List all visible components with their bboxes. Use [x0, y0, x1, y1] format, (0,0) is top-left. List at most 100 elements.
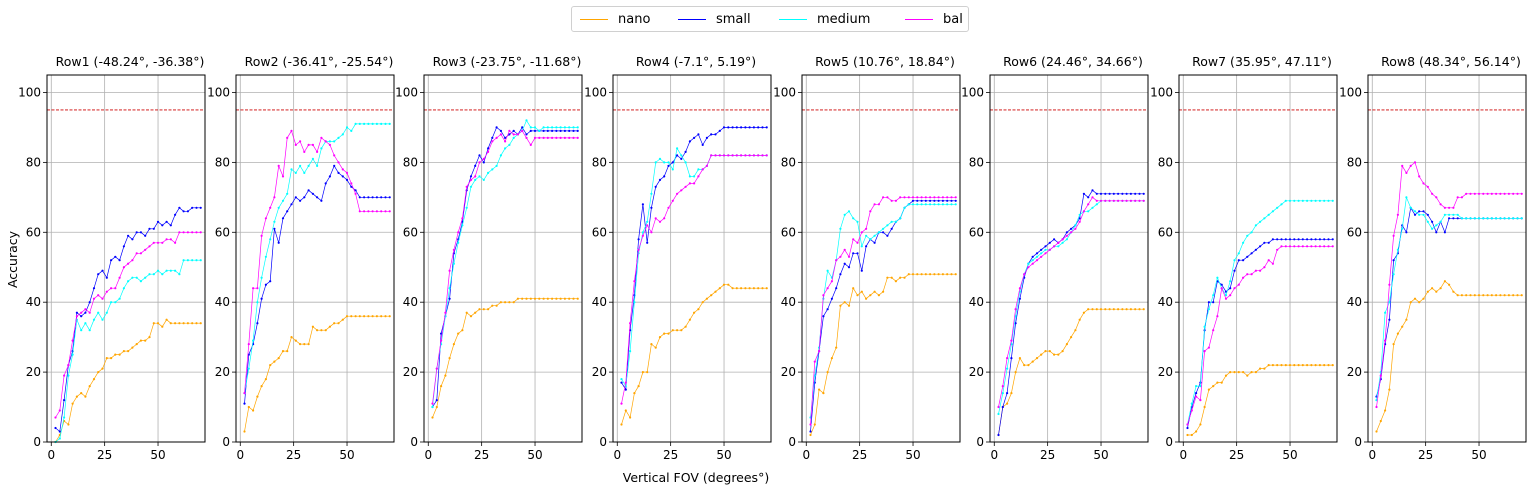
data-point-nano — [1267, 364, 1270, 367]
data-point-nano — [1195, 430, 1198, 433]
data-point-bal — [1087, 203, 1090, 206]
data-point-medium — [97, 311, 100, 314]
data-point-bal — [465, 185, 468, 188]
data-point-bal — [538, 136, 541, 139]
data-point-medium — [294, 171, 297, 174]
legend-label-bal: bal — [943, 11, 963, 27]
data-point-small — [303, 196, 306, 199]
data-point-small — [731, 126, 734, 129]
data-point-medium — [916, 203, 919, 206]
data-point-bal — [457, 231, 460, 234]
data-point-small — [761, 126, 764, 129]
data-point-medium — [281, 199, 285, 202]
data-point-medium — [688, 175, 692, 178]
data-point-medium — [568, 126, 571, 129]
data-point-nano — [1418, 301, 1421, 304]
data-point-nano — [1199, 423, 1202, 426]
legend-swatch-bal — [905, 18, 933, 20]
plot-frame — [801, 74, 961, 443]
data-point-bal — [1220, 287, 1223, 290]
x-tick-label: 0 — [802, 448, 810, 462]
data-point-medium — [367, 122, 370, 125]
data-point-nano — [516, 297, 520, 300]
data-point-small — [886, 234, 889, 237]
data-point-bal — [371, 210, 374, 213]
data-point-small — [358, 196, 361, 199]
data-point-bal — [911, 196, 915, 199]
data-point-nano — [457, 332, 460, 335]
data-point-medium — [1327, 199, 1330, 202]
data-point-medium — [465, 206, 468, 209]
data-point-nano — [813, 423, 816, 426]
data-point-bal — [1271, 262, 1274, 265]
data-point-small — [371, 196, 374, 199]
data-point-bal — [1384, 339, 1387, 342]
data-point-bal — [1233, 287, 1236, 290]
data-point-bal — [67, 364, 70, 367]
data-point-medium — [1224, 294, 1228, 297]
data-point-medium — [491, 168, 494, 171]
data-point-nano — [1413, 297, 1417, 300]
series-line-nano — [55, 319, 201, 443]
data-point-small — [916, 199, 919, 202]
data-point-medium — [886, 224, 889, 227]
data-point-medium — [946, 203, 949, 206]
data-point-medium — [431, 405, 434, 409]
data-point-medium — [1293, 199, 1296, 202]
data-point-medium — [847, 210, 851, 213]
data-point-bal — [525, 136, 528, 139]
y-tick-label: 80 — [781, 155, 796, 169]
data-point-nano — [1469, 294, 1472, 297]
data-point-medium — [144, 276, 147, 279]
data-point-nano — [1224, 374, 1228, 377]
data-point-bal — [633, 280, 636, 283]
data-point-medium — [873, 234, 876, 237]
data-point-bal — [440, 339, 443, 342]
data-point-bal — [512, 133, 515, 136]
data-point-bal — [1465, 192, 1468, 195]
data-point-medium — [1284, 199, 1287, 202]
data-point-bal — [830, 280, 834, 283]
data-point-nano — [495, 304, 498, 307]
data-point-nano — [646, 371, 649, 374]
data-point-medium — [448, 287, 451, 290]
data-point-nano — [1006, 402, 1009, 405]
data-point-medium — [1006, 367, 1009, 370]
data-point-bal — [1267, 259, 1270, 262]
data-point-small — [667, 164, 670, 167]
data-point-medium — [178, 273, 181, 276]
data-point-medium — [899, 217, 902, 220]
data-point-nano — [1138, 308, 1141, 311]
data-point-nano — [1027, 364, 1030, 367]
data-point-bal — [1418, 175, 1421, 178]
y-tick-label: 100 — [584, 85, 607, 99]
data-point-small — [890, 227, 893, 230]
data-point-medium — [658, 157, 662, 160]
data-point-nano — [1095, 308, 1098, 311]
data-point-medium — [1259, 220, 1262, 223]
series-line-bal — [432, 130, 578, 404]
data-point-nano — [1237, 371, 1240, 374]
data-point-small — [529, 129, 532, 132]
data-point-nano — [538, 297, 541, 300]
data-point-small — [1134, 192, 1137, 195]
data-point-nano — [440, 385, 443, 388]
data-point-medium — [697, 168, 700, 171]
data-point-nano — [277, 357, 280, 360]
y-tick-label: 20 — [215, 365, 230, 379]
data-point-medium — [1452, 213, 1455, 216]
data-point-bal — [641, 234, 645, 237]
data-point-small — [1099, 192, 1103, 195]
data-point-medium — [641, 231, 645, 234]
data-point-bal — [1246, 273, 1249, 276]
x-tick-label: 50 — [150, 448, 165, 462]
y-tick-label: 100 — [1150, 85, 1173, 99]
data-point-nano — [247, 405, 250, 409]
data-point-small — [363, 196, 366, 199]
data-point-medium — [1331, 199, 1334, 202]
data-point-bal — [646, 224, 649, 227]
data-point-medium — [269, 238, 272, 241]
data-point-bal — [877, 203, 881, 206]
data-point-small — [865, 245, 868, 248]
data-point-medium — [1401, 227, 1404, 230]
